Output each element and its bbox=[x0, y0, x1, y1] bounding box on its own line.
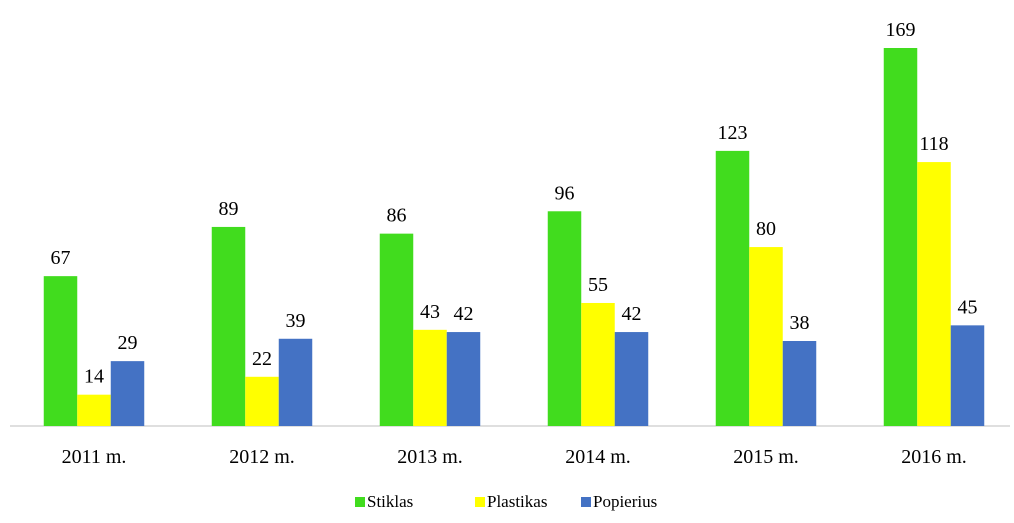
legend-label: Plastikas bbox=[487, 492, 547, 511]
data-label: 169 bbox=[886, 19, 916, 41]
bar bbox=[883, 48, 918, 426]
data-label: 96 bbox=[555, 182, 575, 204]
data-label: 42 bbox=[454, 303, 474, 325]
legend-label: Popierius bbox=[593, 492, 657, 511]
bar bbox=[446, 332, 481, 426]
x-tick-label: 2011 m. bbox=[62, 446, 127, 468]
legend-swatch bbox=[475, 497, 485, 507]
x-tick-label: 2013 m. bbox=[397, 446, 463, 468]
bar bbox=[77, 394, 111, 426]
bar bbox=[278, 338, 313, 426]
data-label: 118 bbox=[919, 133, 948, 155]
bar bbox=[715, 150, 750, 426]
bar bbox=[547, 211, 582, 426]
bar bbox=[749, 247, 783, 426]
bar bbox=[950, 325, 985, 426]
data-label: 67 bbox=[51, 247, 71, 269]
data-label: 39 bbox=[286, 310, 306, 332]
data-label: 43 bbox=[420, 301, 440, 323]
bar bbox=[614, 332, 649, 426]
bar bbox=[211, 226, 246, 426]
data-label: 42 bbox=[622, 303, 642, 325]
bar bbox=[782, 341, 817, 426]
x-tick-label: 2012 m. bbox=[229, 446, 295, 468]
x-tick-label: 2014 m. bbox=[565, 446, 631, 468]
data-label: 89 bbox=[219, 198, 239, 220]
bar bbox=[581, 302, 615, 426]
legend-swatch bbox=[355, 497, 365, 507]
data-label: 80 bbox=[756, 218, 776, 240]
legend-swatch bbox=[581, 497, 591, 507]
data-label: 38 bbox=[790, 312, 810, 334]
bar bbox=[917, 162, 951, 427]
x-tick-label: 2015 m. bbox=[733, 446, 799, 468]
bar bbox=[379, 233, 414, 426]
data-label: 29 bbox=[118, 332, 138, 354]
data-label: 45 bbox=[958, 296, 978, 318]
data-label: 123 bbox=[718, 122, 748, 144]
bar bbox=[413, 329, 447, 426]
bar bbox=[110, 361, 145, 426]
data-label: 22 bbox=[252, 348, 272, 370]
bar bbox=[245, 376, 279, 426]
bar bbox=[43, 276, 78, 426]
legend-label: Stiklas bbox=[367, 492, 413, 511]
data-label: 55 bbox=[588, 274, 608, 296]
data-label: 14 bbox=[84, 366, 104, 388]
x-tick-label: 2016 m. bbox=[901, 446, 967, 468]
data-label: 86 bbox=[387, 205, 407, 227]
